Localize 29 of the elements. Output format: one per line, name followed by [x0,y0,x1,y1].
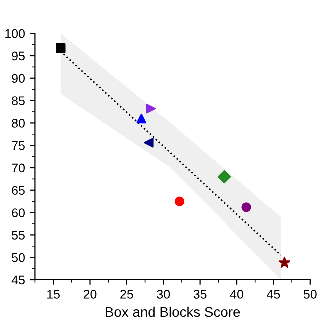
point [136,114,146,124]
x-tick-label: 50 [304,290,317,299]
y-tick-label: 75 [12,142,25,150]
x-tick-label: 35 [194,290,207,299]
y-tick-label: 80 [12,119,25,128]
point [144,138,154,148]
y-tick-label: 60 [12,208,25,218]
point [174,196,185,206]
point [218,170,232,184]
point [146,104,156,114]
x-tick-label: 45 [267,290,280,299]
y-tick-label: 45 [12,276,25,285]
point [242,202,252,212]
y-tick-label: 95 [12,52,25,61]
x-tick-label: 30 [157,290,170,299]
y-tick-label: 65 [12,186,25,196]
x-tick-label: 40 [230,290,244,299]
x-axis-title: Box and Blocks Score [106,306,240,318]
x-tick-label: 20 [84,290,97,299]
x-tick-label: 25 [120,290,134,299]
y-tick-label: 85 [12,96,25,106]
x-tick-label: 15 [48,290,60,299]
y-tick-label: 70 [12,164,25,173]
y-tick-label: 90 [12,74,25,84]
point [56,44,66,54]
y-tick-label: 100 [6,29,25,38]
point [278,256,291,268]
y-tick-label: 55 [12,231,25,240]
y-tick-label: 50 [12,253,25,262]
